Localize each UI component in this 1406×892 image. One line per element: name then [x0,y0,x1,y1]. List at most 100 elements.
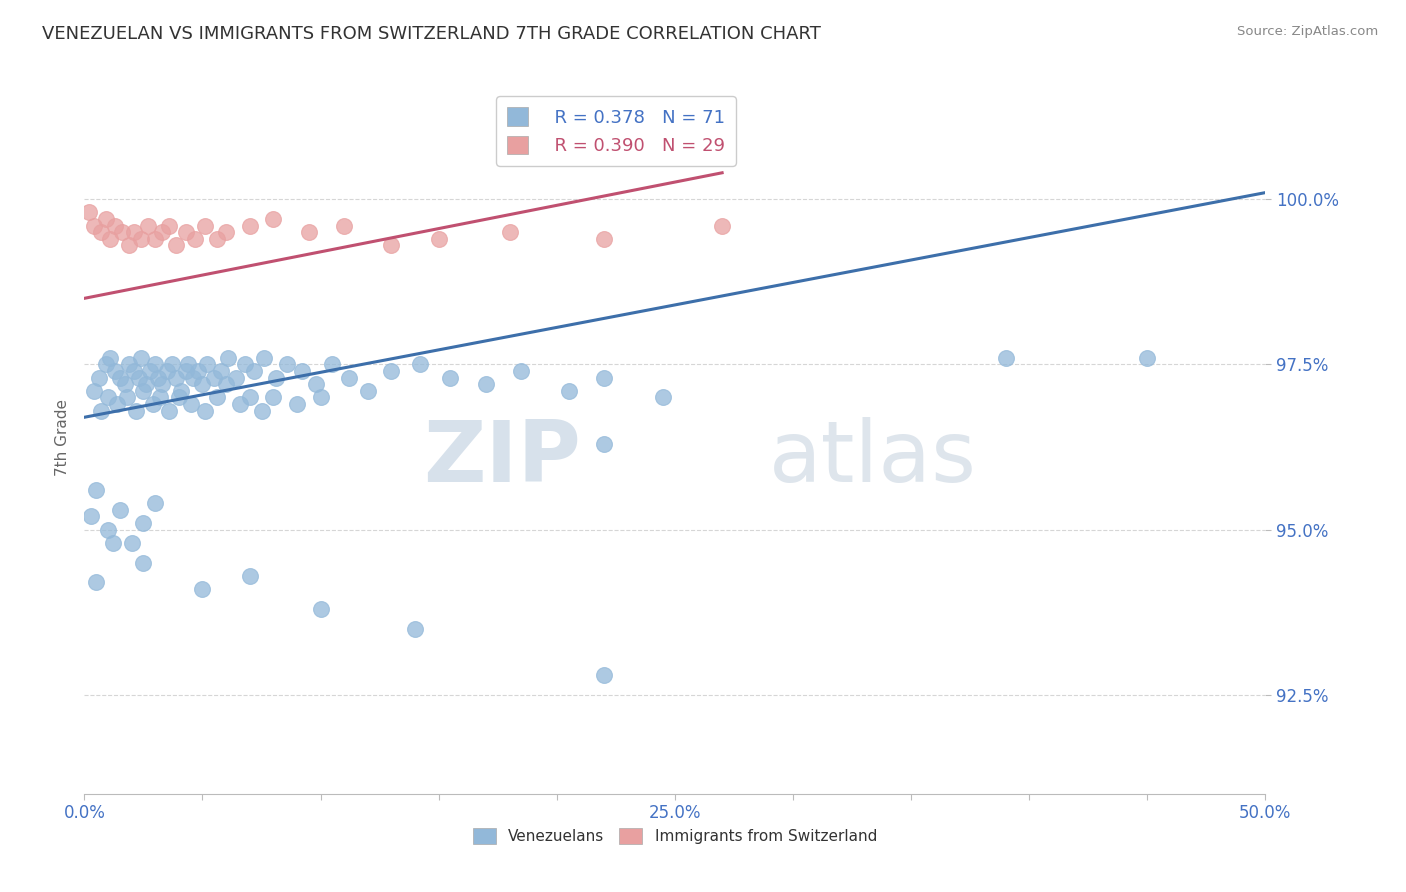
Point [108,502,131,516]
Point [108,370,131,384]
Point [143,496,166,510]
Text: VENEZUELAN VS IMMIGRANTS FROM SWITZERLAND 7TH GRADE CORRELATION CHART: VENEZUELAN VS IMMIGRANTS FROM SWITZERLAN… [42,25,821,43]
Point [128,370,150,384]
Point [122,364,145,378]
Point [170,384,193,398]
Point [149,391,172,405]
Point [142,397,165,411]
Point [146,370,169,384]
Point [427,232,450,246]
Point [191,582,214,596]
Point [194,403,217,417]
Point [118,358,141,372]
Point [166,370,188,384]
Point [994,351,1017,365]
Point [187,364,209,378]
Point [101,536,124,550]
Point [98,232,121,246]
Point [77,205,100,219]
Point [118,238,141,252]
Point [285,397,308,411]
Point [309,602,332,616]
Point [180,397,202,411]
Point [160,358,183,372]
Point [239,569,262,583]
Point [298,225,321,239]
Point [139,364,162,378]
Point [94,358,117,372]
Point [498,225,520,239]
Point [104,364,127,378]
Point [129,351,152,365]
Point [229,397,252,411]
Point [90,225,112,239]
Point [132,516,155,530]
Point [136,219,159,233]
Point [202,370,225,384]
Y-axis label: 7th Grade: 7th Grade [55,399,70,475]
Legend: Venezuelans, Immigrants from Switzerland: Venezuelans, Immigrants from Switzerland [467,822,883,850]
Text: Source: ZipAtlas.com: Source: ZipAtlas.com [1237,25,1378,38]
Point [111,225,134,239]
Point [107,397,129,411]
Point [150,225,173,239]
Point [114,377,136,392]
Point [181,370,204,384]
Point [184,232,207,246]
Point [135,377,157,392]
Point [593,668,616,682]
Point [243,364,266,378]
Point [239,391,262,405]
Point [439,370,461,384]
Point [321,358,343,372]
Point [305,377,328,392]
Point [115,391,138,405]
Point [409,358,432,372]
Point [380,364,402,378]
Point [205,232,228,246]
Point [166,238,188,252]
Point [593,232,616,246]
Point [129,232,152,246]
Point [475,377,498,392]
Point [262,391,284,405]
Point [122,225,145,239]
Point [84,483,107,497]
Point [194,219,217,233]
Point [593,370,616,384]
Point [97,391,120,405]
Point [104,219,127,233]
Point [264,370,287,384]
Point [233,358,256,372]
Point [174,364,197,378]
Point [215,225,238,239]
Point [652,391,675,405]
Point [215,377,238,392]
Point [157,403,180,417]
Point [94,212,117,227]
Point [217,351,239,365]
Point [80,509,103,524]
Point [253,351,276,365]
Text: ZIP: ZIP [423,417,581,500]
Point [557,384,579,398]
Point [83,384,105,398]
Point [276,358,298,372]
Point [205,391,228,405]
Point [121,536,143,550]
Point [98,351,121,365]
Point [380,238,402,252]
Point [167,391,190,405]
Point [195,358,218,372]
Point [83,219,105,233]
Point [337,370,360,384]
Point [87,370,110,384]
Point [333,219,356,233]
Point [711,219,734,233]
Point [1136,351,1159,365]
Point [156,364,179,378]
Point [262,212,284,227]
Point [143,232,166,246]
Point [291,364,314,378]
Text: atlas: atlas [769,417,977,500]
